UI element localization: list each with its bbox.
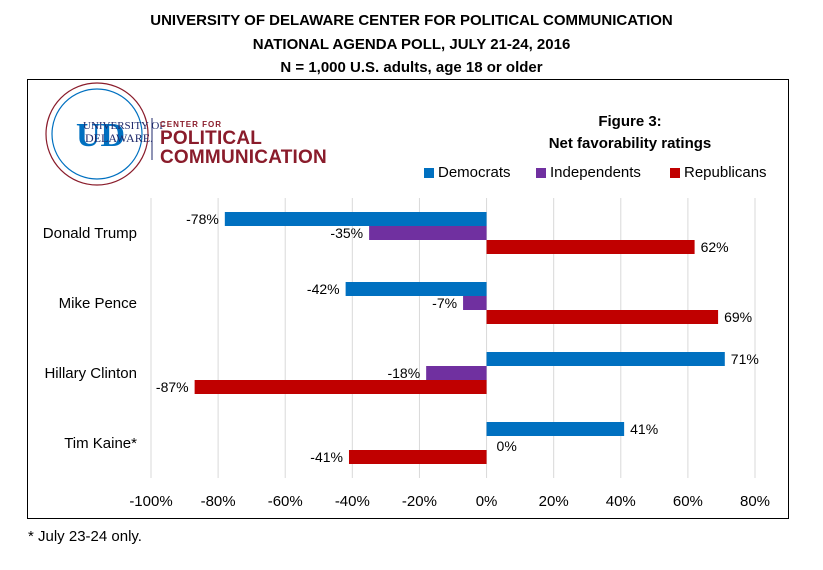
data-label: 69% [724, 309, 752, 325]
bar-independents [426, 366, 487, 380]
logo-political: POLITICAL [160, 128, 263, 149]
data-label: -41% [310, 449, 343, 465]
bar-series [194, 212, 725, 464]
category-label: Donald Trump [43, 225, 137, 242]
x-tick-label: -100% [129, 493, 172, 510]
logo-monogram: UD [76, 117, 125, 154]
data-label: 0% [497, 438, 517, 454]
x-tick-label: 60% [673, 493, 703, 510]
bar-independents [369, 226, 487, 240]
data-label: -35% [330, 225, 363, 241]
data-label: -18% [387, 365, 420, 381]
logo-center-for: CENTER FOR [160, 120, 222, 129]
bar-democrats [486, 352, 725, 366]
data-label: -87% [156, 379, 189, 395]
header-line-2: NATIONAL AGENDA POLL, JULY 21-24, 2016 [252, 36, 571, 53]
data-label: 41% [630, 421, 658, 437]
x-tick-label: 0% [476, 493, 498, 510]
center-logo-text: CENTER FOR POLITICAL COMMUNICATION [160, 120, 327, 167]
x-tick-label: -80% [201, 493, 236, 510]
legend-republicans: Republicans [670, 164, 767, 182]
university-logo: UD UNIVERSITY OF DELAWARE. [45, 82, 165, 186]
category-label: Mike Pence [59, 295, 137, 312]
footnote: * July 23-24 only. [28, 528, 142, 545]
logo-communication: COMMUNICATION [160, 147, 327, 168]
bar-republicans [486, 240, 695, 254]
legend-swatch-independents [536, 168, 546, 179]
x-tick-label: 80% [740, 493, 770, 510]
figure-label: Figure 3: [598, 113, 662, 130]
legend-democrats: Democrats [424, 164, 511, 182]
x-tick-labels: -100% -80% -60% -40% -20% 0% 20% 40% 60% 80% [129, 493, 770, 510]
bar-democrats [486, 422, 625, 436]
legend-swatch-republicans [670, 168, 680, 179]
x-tick-label: -40% [335, 493, 370, 510]
legend-label-democrats: Democrats [438, 164, 511, 181]
bar-democrats [224, 212, 487, 226]
bar-independents [463, 296, 487, 310]
data-labels: -78% -35% 62% -42% -7% 69% 71% -18% -87% 41% 0% -41… [156, 211, 759, 465]
data-label: -78% [186, 211, 219, 227]
category-label: Tim Kaine* [64, 435, 137, 452]
header-line-1: UNIVERSITY OF DELAWARE CENTER FOR POLITI… [150, 12, 673, 29]
x-tick-label: 40% [606, 493, 636, 510]
figure-subtitle: Net favorability ratings [548, 135, 712, 152]
header-line-3: N = 1,000 U.S. adults, age 18 or older [280, 59, 543, 76]
legend-swatch-democrats [424, 168, 434, 179]
bar-republicans [194, 380, 487, 394]
data-label: -7% [432, 295, 457, 311]
data-label: -42% [307, 281, 340, 297]
logo-university-line-1: UNIVERSITY OF [83, 120, 165, 132]
chart-frame [27, 79, 789, 519]
data-label: 71% [731, 351, 759, 367]
category-label: Hillary Clinton [44, 365, 137, 382]
data-label: 62% [701, 239, 729, 255]
bar-republicans [348, 450, 487, 464]
legend-label-independents: Independents [550, 164, 641, 181]
category-labels: Donald Trump Mike Pence Hillary Clinton Tim… [43, 225, 137, 452]
x-tick-label: -20% [402, 493, 437, 510]
x-tick-label: -60% [268, 493, 303, 510]
x-tick-label: 20% [539, 493, 569, 510]
bar-republicans [486, 310, 719, 324]
bar-democrats [345, 282, 487, 296]
logo-university-line-2: DELAWARE. [85, 131, 153, 145]
legend-independents: Independents [536, 164, 641, 182]
legend-label-republicans: Republicans [684, 164, 767, 181]
